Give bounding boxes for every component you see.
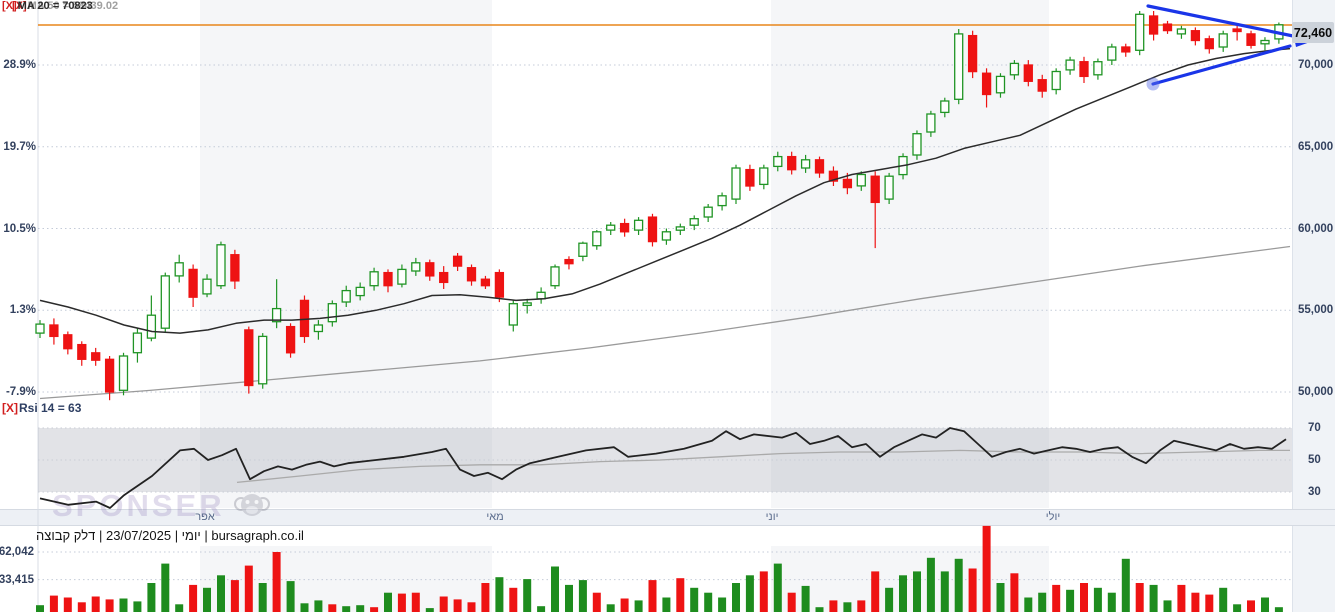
month-axis-label: אפר (195, 511, 215, 523)
price-tick-label: 50,000 (1298, 386, 1334, 398)
month-axis-label: יוני (765, 511, 779, 523)
price-tick-label: 60,000 (1298, 222, 1334, 235)
percent-tick-label: 28.9% (3, 59, 36, 71)
percent-tick-label: 10.5% (3, 222, 36, 235)
info-bar-text: יומי | 23/07/2025 | דלק קבוצה | bursagra… (36, 528, 304, 543)
ma20-legend: [X]MA 20 = 70823 (2, 0, 93, 12)
price-tick-label: 65,000 (1298, 140, 1334, 153)
rsi-legend-label: Rsi 14 = 63 (19, 401, 82, 415)
rsi-tick-label: 30 (1308, 486, 1321, 498)
ma50-legend-label: MA 50 = 58439.02 (27, 0, 119, 12)
info-bar (0, 526, 1292, 546)
month-axis-label: מאי (486, 511, 504, 523)
ma50-legend: [X]MA 50 = 58439.02 (12, 0, 118, 12)
price-tick-label: 55,000 (1298, 304, 1334, 317)
volume-tick-label: 62,042 (0, 546, 34, 558)
remove-ma50-button[interactable]: [X] (12, 0, 27, 12)
rsi-tick-label: 50 (1308, 454, 1321, 466)
ma20-legend-label: MA 20 = 70823 (17, 0, 93, 12)
month-axis-label: יולי (1045, 511, 1061, 523)
remove-ma20-button[interactable]: [X] (2, 0, 17, 12)
percent-tick-label: -7.9% (5, 386, 36, 398)
last-price-tag: 72,460 (1292, 22, 1334, 43)
rsi-tick-label: 70 (1308, 422, 1321, 434)
rsi-legend: [X]Rsi 14 = 63 (2, 401, 81, 415)
percent-tick-label: 19.7% (3, 140, 36, 153)
date-axis-strip (0, 509, 1335, 526)
percent-tick-label: 1.3% (9, 304, 36, 317)
price-tick-label: 70,000 (1298, 59, 1334, 71)
volume-tick-label: 33,415 (0, 573, 34, 586)
remove-rsi-button[interactable]: [X] (2, 401, 18, 415)
